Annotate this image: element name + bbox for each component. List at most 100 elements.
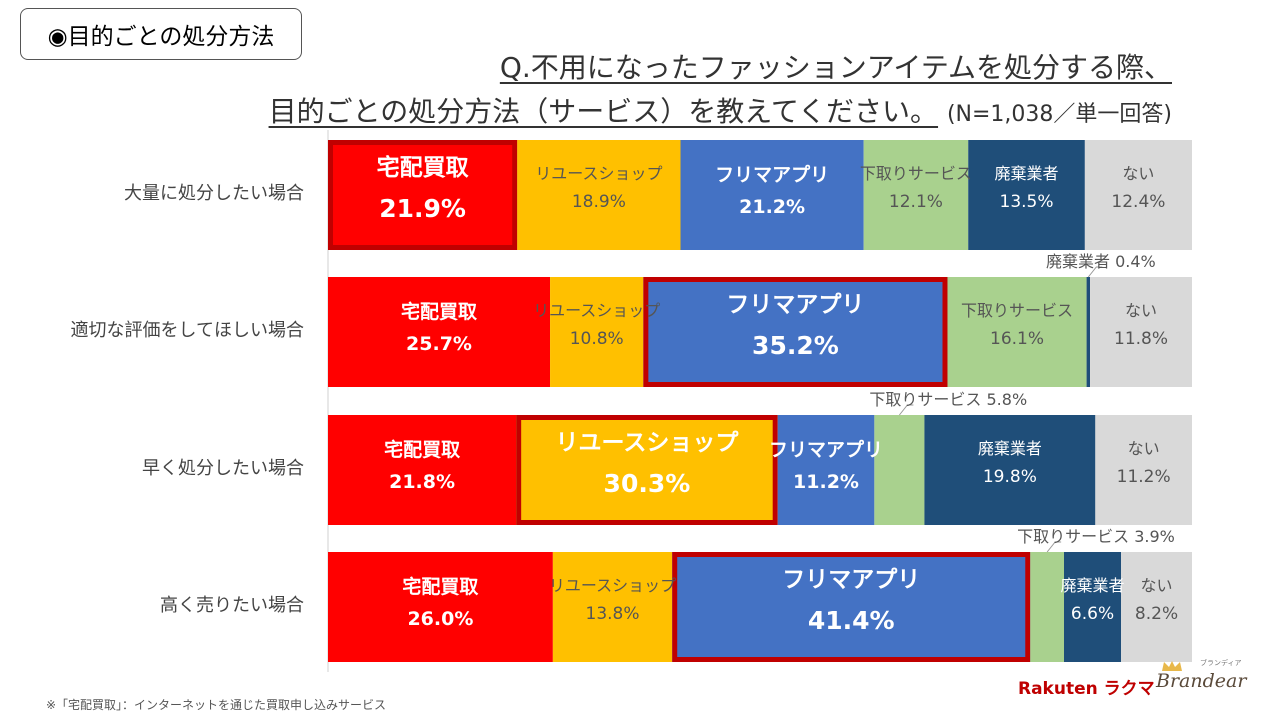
segment-value: 10.8% [569, 329, 624, 350]
segment-series-name: 下取りサービス [961, 301, 1074, 320]
segment-series-name: ない [1140, 576, 1173, 595]
bar-segment [968, 140, 1085, 250]
segment-series-name: ない [1127, 439, 1160, 458]
segment-series-name: 廃棄業者 [1060, 576, 1125, 595]
rakuten-rakuma-logo: Rakuten ラクマ [1018, 679, 1155, 699]
bar-segment [1084, 140, 1192, 250]
bar-segment [672, 552, 1031, 662]
segment-series-name: フリマアプリ [726, 292, 865, 318]
segment-series-name: ない [1122, 164, 1155, 183]
chart-title-line2: 目的ごとの処分方法（サービス）を教えてください。 (N=1,038／単一回答) [269, 90, 1172, 130]
segment-series-name: 廃棄業者 [977, 439, 1042, 458]
leader-line [899, 404, 914, 416]
bar-segment [550, 277, 644, 387]
chart-title-line2-text: 目的ごとの処分方法（サービス）を教えてください。 [268, 95, 939, 128]
external-label-name: 下取りサービス [869, 390, 982, 409]
segment-label: リユースショップ 10.8% [533, 301, 661, 350]
category-label: 高く売りたい場合 [160, 595, 304, 616]
highlight-frame [516, 415, 778, 525]
segment-label: フリマアプリ 11.2% [769, 439, 884, 494]
bar-segment [552, 552, 673, 662]
bar-segment [1086, 277, 1091, 387]
leader-line [1046, 541, 1062, 553]
segment-value: 6.6% [1070, 604, 1115, 625]
leader-line [1087, 266, 1103, 278]
external-label-value: 5.8% [981, 390, 1028, 409]
segment-label: 宅配買取 26.0% [402, 576, 479, 631]
segment-value: 19.8% [982, 467, 1037, 488]
bar-segment [517, 140, 681, 250]
segment-value: 30.3% [603, 469, 691, 499]
bar-segment [680, 140, 864, 250]
section-tag: ◉目的ごとの処分方法 [20, 8, 302, 60]
segment-value: 21.8% [389, 470, 456, 493]
segment-label: フリマアプリ 41.4% [782, 567, 920, 636]
external-segment-label: 廃棄業者 0.4% [1046, 252, 1156, 271]
segment-value: 13.5% [999, 192, 1054, 213]
segment-label: 宅配買取 21.9% [377, 155, 469, 224]
segment-series-name: 下取りサービス [859, 164, 972, 183]
segment-value: 25.7% [406, 332, 472, 355]
segment-value: 13.8% [585, 604, 640, 625]
segment-series-name: フリマアプリ [769, 439, 884, 461]
segment-value: 16.1% [990, 329, 1045, 350]
segment-value: 21.2% [739, 195, 806, 218]
chart-title-line1-text: Q.不用になったファッションアイテムを処分する際、 [499, 51, 1172, 84]
external-segment-label: 下取りサービス 5.8% [869, 390, 1028, 409]
segment-series-name: リユースショップ [548, 576, 677, 595]
segment-value: 11.2% [1116, 467, 1171, 488]
bar-segment [516, 415, 778, 525]
highlight-frame [643, 277, 948, 387]
bar-segment [643, 277, 948, 387]
segment-label: 下取りサービス 12.1% [859, 164, 972, 213]
segment-label: フリマアプリ 21.2% [715, 164, 830, 219]
external-label-name: 下取りサービス [1017, 527, 1130, 546]
segment-value: 8.2% [1134, 604, 1179, 625]
segment-series-name: リユースショップ [535, 164, 663, 183]
bar-segment [1030, 552, 1064, 662]
segment-value: 12.4% [1111, 192, 1166, 213]
bar-segment [328, 415, 517, 525]
segment-label: 廃棄業者 13.5% [994, 164, 1059, 213]
segment-value: 18.9% [571, 192, 626, 213]
bar-segment [328, 277, 551, 387]
bar-segment [947, 277, 1087, 387]
segment-label: ない 8.2% [1134, 576, 1179, 625]
segment-series-name: リユースショップ [555, 430, 739, 456]
segment-series-name: 廃棄業者 [994, 164, 1059, 183]
segment-series-name: ない [1125, 301, 1158, 320]
bar-segment [328, 140, 518, 250]
category-label: 適切な評価をしてほしい場合 [70, 320, 304, 341]
segment-value: 41.4% [807, 606, 895, 636]
segment-label: 下取りサービス 16.1% [961, 301, 1074, 350]
highlight-frame [672, 552, 1031, 662]
bar-segment [863, 140, 969, 250]
segment-series-name: 宅配買取 [402, 576, 479, 598]
segment-label: フリマアプリ 35.2% [726, 292, 864, 361]
category-label: 大量に処分したい場合 [124, 183, 304, 204]
external-segment-label: 下取りサービス 3.9% [1017, 527, 1175, 546]
crown-icon [1162, 661, 1182, 671]
segment-label: 廃棄業者 19.8% [977, 439, 1042, 488]
segment-label: ない 12.4% [1111, 164, 1166, 213]
bar-segment [924, 415, 1096, 525]
footnote: ※「宅配買取」：インターネットを通じた買取申し込みサービス [46, 698, 387, 712]
bar-segment [874, 415, 925, 525]
segment-value: 35.2% [752, 331, 839, 361]
segment-series-name: フリマアプリ [715, 164, 830, 186]
brandear-kana-logo: ブランディア [1200, 659, 1242, 667]
bar-segment [1121, 552, 1192, 662]
segment-label: ない 11.2% [1116, 439, 1171, 488]
segment-label: 廃棄業者 6.6% [1060, 576, 1125, 625]
segment-series-name: リユースショップ [533, 301, 661, 320]
segment-label: 宅配買取 21.8% [384, 439, 460, 494]
sample-size-note: (N=1,038／単一回答) [946, 102, 1172, 127]
segment-label: ない 11.8% [1114, 301, 1168, 350]
external-label-name: 廃棄業者 [1046, 252, 1111, 271]
segment-value: 12.1% [888, 192, 943, 213]
segment-value: 26.0% [407, 607, 474, 630]
segment-value: 11.2% [793, 470, 859, 493]
segment-series-name: 宅配買取 [401, 301, 478, 323]
bar-segment [1095, 415, 1192, 525]
